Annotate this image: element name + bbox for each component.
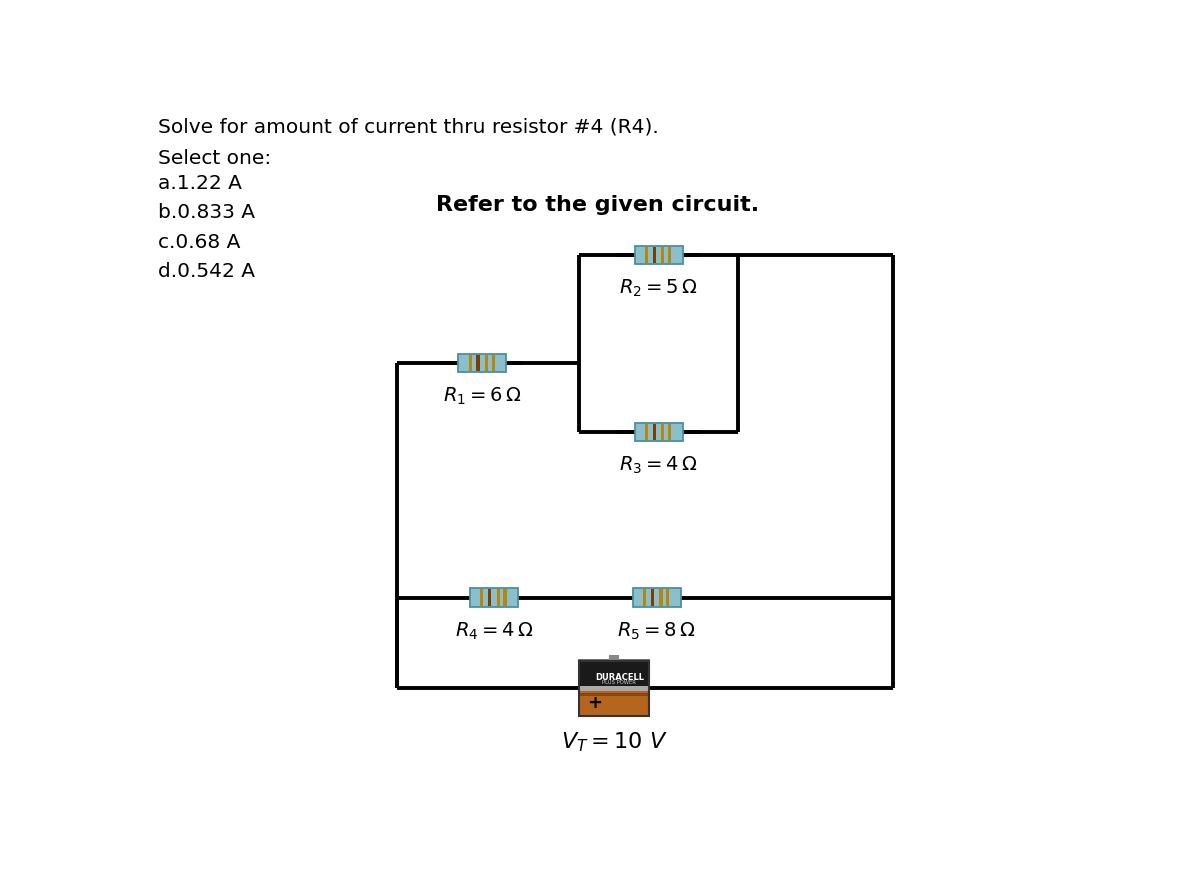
Bar [662,424,664,440]
Text: $R_1 = 6\,\Omega$: $R_1 = 6\,\Omega$ [443,385,521,407]
Bar [633,589,681,607]
Bar [662,247,664,263]
Text: Refer to the given circuit.: Refer to the given circuit. [436,194,759,215]
Bar [579,686,648,690]
Text: PLUS POWER: PLUS POWER [602,680,637,685]
Bar [458,353,507,372]
Text: +: + [588,695,602,713]
Bar [579,661,648,716]
Text: b.0.833 A: b.0.833 A [159,203,255,222]
Bar [645,247,648,263]
Bar [485,354,489,371]
Text: $V_T = 10\ V$: $V_T = 10\ V$ [560,731,668,754]
Bar [634,423,683,441]
Text: d.0.542 A: d.0.542 A [159,262,255,281]
Bar [645,424,648,440]
Bar [477,354,479,371]
Bar [480,590,484,606]
Text: $R_3 = 4\,\Omega$: $R_3 = 4\,\Omega$ [620,455,697,476]
Bar [659,590,663,606]
Bar [653,424,656,440]
Bar [503,590,507,606]
Bar [470,589,517,607]
Text: $R_4 = 4\,\Omega$: $R_4 = 4\,\Omega$ [454,621,533,642]
Text: $R_5 = 8\,\Omega$: $R_5 = 8\,\Omega$ [617,621,696,642]
Bar [666,590,670,606]
Text: Select one:: Select one: [159,149,272,168]
Bar [579,693,648,697]
Bar [642,590,646,606]
Bar [609,655,619,659]
Text: Solve for amount of current thru resistor #4 (R4).: Solve for amount of current thru resisto… [159,118,659,136]
Bar [653,247,656,263]
Bar [651,590,654,606]
Text: c.0.68 A: c.0.68 A [159,233,241,252]
Text: a.1.22 A: a.1.22 A [159,174,242,193]
Bar [492,354,495,371]
Bar [497,590,499,606]
Bar [468,354,472,371]
Bar [579,688,648,716]
Text: $R_2 = 5\,\Omega$: $R_2 = 5\,\Omega$ [620,278,697,300]
Bar [579,660,648,690]
Text: DURACELL: DURACELL [595,673,644,682]
Bar [634,246,683,264]
Bar [669,247,671,263]
Bar [669,424,671,440]
Bar [488,590,491,606]
